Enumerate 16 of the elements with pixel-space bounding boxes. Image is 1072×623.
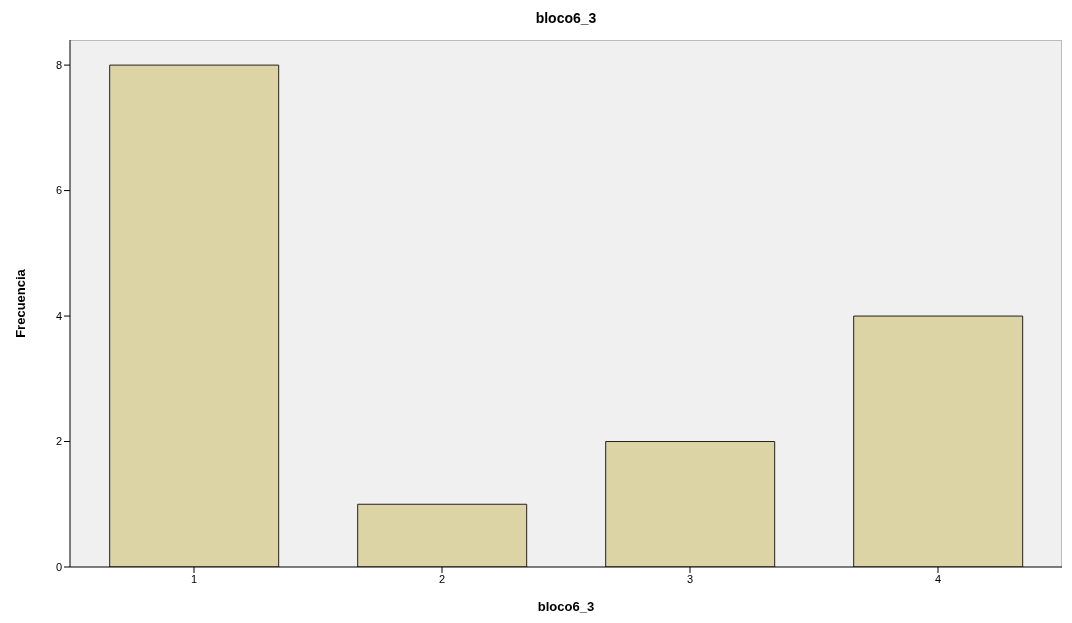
x-tick-label: 2 — [438, 572, 446, 585]
y-tick-label: 6 — [55, 184, 62, 197]
y-tick-label: 2 — [55, 435, 62, 448]
y-tick-label: 8 — [55, 59, 62, 71]
y-tick-label: 4 — [55, 309, 62, 322]
x-axis-title: bloco6_3 — [537, 599, 595, 614]
bar — [109, 64, 280, 567]
y-axis-title: Frecuencia — [12, 268, 28, 338]
chart-title: bloco6_3 — [534, 10, 598, 26]
y-tick-label: 0 — [55, 560, 62, 573]
bar — [853, 315, 1024, 567]
x-tick-label: 3 — [686, 572, 694, 585]
bar — [357, 503, 528, 567]
bar — [605, 441, 776, 567]
x-tick-label: 1 — [190, 572, 198, 585]
x-tick-label: 4 — [934, 572, 942, 585]
